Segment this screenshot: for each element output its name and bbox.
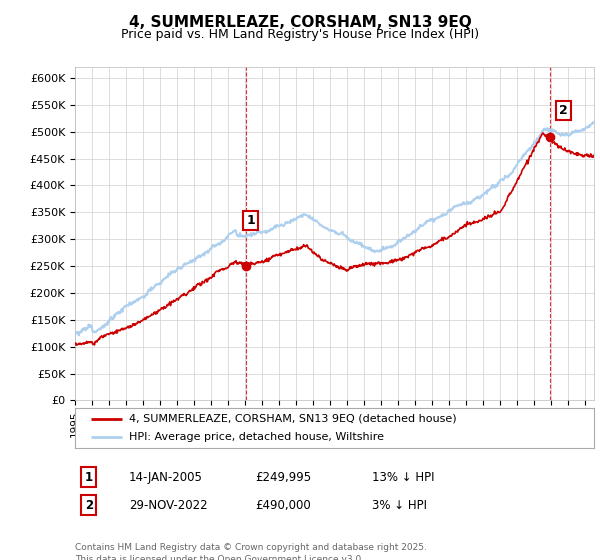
Text: Price paid vs. HM Land Registry's House Price Index (HPI): Price paid vs. HM Land Registry's House … <box>121 28 479 41</box>
Text: HPI: Average price, detached house, Wiltshire: HPI: Average price, detached house, Wilt… <box>130 432 385 442</box>
Text: 2: 2 <box>85 498 93 512</box>
Text: 2: 2 <box>559 104 568 116</box>
Text: £490,000: £490,000 <box>255 498 311 512</box>
Text: 29-NOV-2022: 29-NOV-2022 <box>129 498 208 512</box>
Text: 3% ↓ HPI: 3% ↓ HPI <box>372 498 427 512</box>
Text: 14-JAN-2005: 14-JAN-2005 <box>129 470 203 484</box>
Text: Contains HM Land Registry data © Crown copyright and database right 2025.
This d: Contains HM Land Registry data © Crown c… <box>75 543 427 560</box>
Text: £249,995: £249,995 <box>255 470 311 484</box>
Text: 1: 1 <box>247 214 256 227</box>
Text: 4, SUMMERLEAZE, CORSHAM, SN13 9EQ (detached house): 4, SUMMERLEAZE, CORSHAM, SN13 9EQ (detac… <box>130 414 457 423</box>
Text: 13% ↓ HPI: 13% ↓ HPI <box>372 470 434 484</box>
Text: 4, SUMMERLEAZE, CORSHAM, SN13 9EQ: 4, SUMMERLEAZE, CORSHAM, SN13 9EQ <box>128 15 472 30</box>
Text: 1: 1 <box>85 470 93 484</box>
